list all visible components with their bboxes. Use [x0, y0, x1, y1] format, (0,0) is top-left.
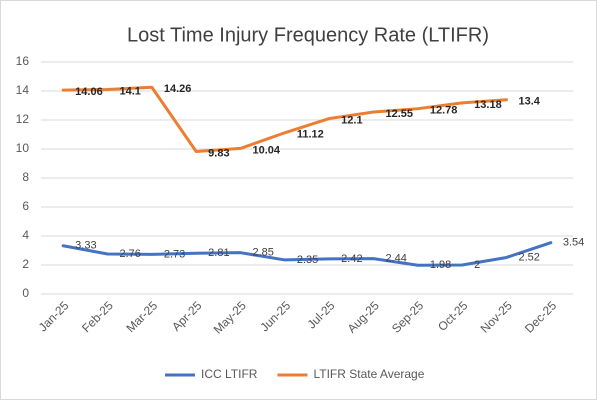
data-label: 2.35 [297, 254, 318, 266]
y-tick-label: 4 [22, 228, 29, 242]
y-tick-label: 14 [16, 83, 30, 97]
data-label: 2.42 [341, 253, 362, 265]
data-label: 2.52 [519, 251, 540, 263]
y-tick-label: 6 [22, 199, 29, 213]
data-label: 14.06 [75, 86, 103, 98]
data-label: 14.26 [164, 83, 192, 95]
y-tick-label: 8 [22, 170, 29, 184]
data-label: 12.55 [386, 108, 414, 120]
y-tick-label: 12 [16, 112, 30, 126]
data-label: 13.18 [474, 99, 502, 111]
series-line [61, 241, 553, 267]
data-label: 13.4 [519, 96, 541, 108]
data-label: 2.76 [120, 248, 141, 260]
data-label: 2.85 [253, 247, 274, 259]
y-tick-label: 16 [16, 54, 30, 68]
data-label: 11.12 [297, 129, 324, 141]
data-label: 12.1 [341, 114, 362, 126]
data-label: 12.78 [430, 105, 458, 117]
series-line [61, 85, 508, 153]
data-label: 3.54 [563, 237, 584, 249]
data-label: 9.83 [208, 147, 229, 159]
chart-title: Lost Time Injury Frequency Rate (LTIFR) [127, 24, 489, 46]
data-label: 10.04 [253, 144, 281, 156]
data-label: 2.81 [208, 247, 229, 259]
y-tick-label: 0 [22, 286, 29, 300]
data-label: 2.44 [386, 253, 407, 265]
data-label: 2 [474, 259, 480, 271]
legend-label: ICC LTIFR [201, 367, 258, 381]
y-tick-label: 2 [22, 257, 29, 271]
data-label: 1.98 [430, 259, 451, 271]
y-tick-label: 10 [16, 141, 30, 155]
data-label: 14.1 [120, 85, 141, 97]
legend-label: LTIFR State Average [313, 367, 424, 381]
data-label: 2.73 [164, 248, 185, 260]
data-label: 3.33 [75, 240, 96, 252]
